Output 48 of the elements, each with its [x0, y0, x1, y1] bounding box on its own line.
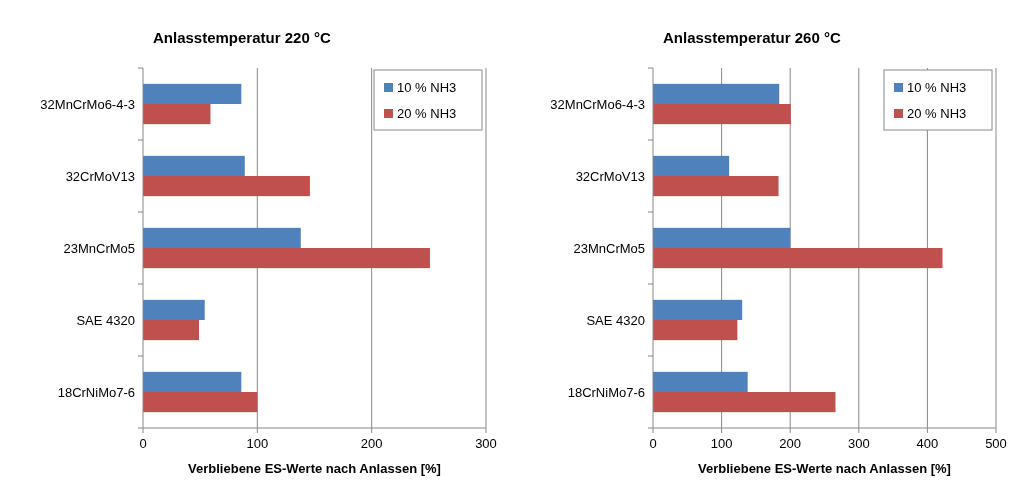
- y-tick-label: 32MnCrMo6-4-3: [40, 96, 135, 112]
- y-tick-label: 23MnCrMo5: [63, 240, 135, 256]
- legend-label: 20 % NH3: [397, 105, 457, 121]
- y-tick-label: SAE 4320: [586, 312, 645, 328]
- x-tick-label: 300: [847, 436, 870, 451]
- x-axis-title: Verbliebene ES-Werte nach Anlassen [%]: [188, 461, 441, 476]
- x-tick-label: 200: [360, 436, 383, 451]
- bar: [653, 248, 943, 269]
- bar: [143, 227, 301, 248]
- bar: [143, 176, 310, 197]
- y-tick-label: 32MnCrMo6-4-3: [550, 96, 645, 112]
- x-tick-label: 100: [246, 436, 269, 451]
- bar: [143, 248, 430, 269]
- legend-label: 20 % NH3: [907, 105, 967, 121]
- chart-title: Anlasstemperatur 260 °C: [663, 29, 841, 46]
- bar: [143, 299, 205, 320]
- bar: [653, 155, 730, 176]
- bar: [143, 320, 200, 341]
- x-tick-label: 300: [475, 436, 497, 451]
- x-tick-label: 400: [916, 436, 939, 451]
- bar: [653, 227, 791, 248]
- y-tick-label: 23MnCrMo5: [573, 240, 645, 256]
- x-tick-label: 100: [710, 436, 733, 451]
- x-tick-label: 200: [779, 436, 802, 451]
- bar: [143, 104, 211, 125]
- x-axis-title: Verbliebene ES-Werte nach Anlassen [%]: [698, 461, 951, 476]
- y-tick-label: 18CrNiMo7-6: [57, 384, 135, 400]
- bar: [653, 371, 748, 392]
- legend-label: 10 % NH3: [397, 79, 457, 95]
- bar: [653, 176, 779, 197]
- bar: [143, 371, 242, 392]
- y-tick-label: 32CrMoV13: [575, 168, 645, 184]
- x-tick-label: 500: [985, 436, 1007, 451]
- x-tick-label: 0: [139, 436, 147, 451]
- y-tick-label: 32CrMoV13: [65, 168, 135, 184]
- y-tick-label: 18CrNiMo7-6: [567, 384, 645, 400]
- bar: [653, 299, 743, 320]
- bar: [143, 392, 258, 413]
- bar: [143, 155, 245, 176]
- bar: [653, 83, 780, 104]
- chart-title: Anlasstemperatur 220 °C: [153, 29, 331, 46]
- bar: [653, 320, 738, 341]
- legend-label: 10 % NH3: [907, 79, 967, 95]
- y-tick-label: SAE 4320: [76, 312, 135, 328]
- bar: [143, 83, 242, 104]
- x-tick-label: 0: [649, 436, 657, 451]
- bar: [653, 392, 836, 413]
- bar: [653, 104, 791, 125]
